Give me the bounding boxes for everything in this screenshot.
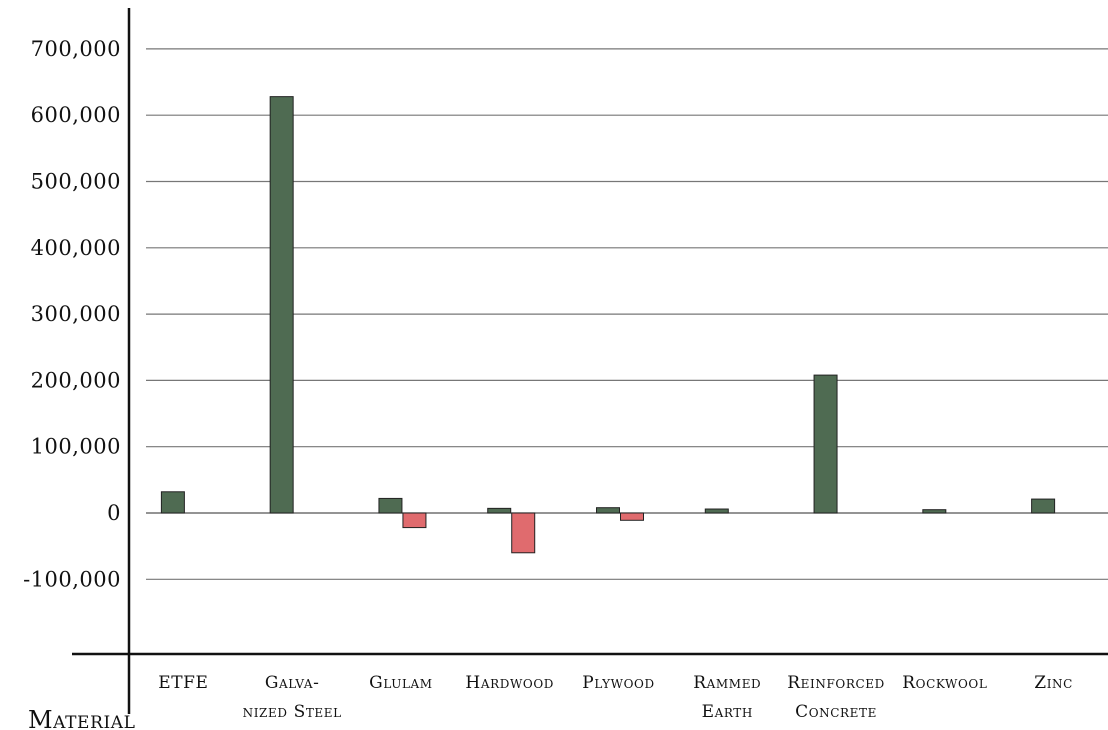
x-tick-label: nized Steel: [243, 702, 342, 722]
x-tick-label: Concrete: [795, 702, 877, 722]
x-tick-label: Hardwood: [465, 673, 554, 693]
bar: [813, 374, 838, 514]
bar: [922, 509, 947, 514]
gridlines: [146, 48, 1108, 580]
x-tick-label: Rammed: [693, 673, 761, 693]
bar: [378, 497, 403, 514]
bar: [704, 508, 729, 514]
y-tick-label: 700,000: [31, 37, 121, 61]
x-tick-label: Glulam: [369, 673, 433, 693]
x-tick-label: Zinc: [1034, 673, 1073, 693]
bar: [1031, 498, 1056, 514]
x-axis-label: Material: [28, 706, 136, 730]
y-tick-label: -100,000: [23, 567, 121, 591]
bar: [160, 491, 185, 514]
x-tick-label: Rockwool: [902, 673, 987, 693]
bar: [269, 96, 294, 514]
bar: [487, 507, 512, 514]
y-tick-label: 500,000: [31, 170, 121, 194]
bar: [402, 512, 427, 529]
bar: [511, 512, 536, 554]
y-tick-label: 400,000: [31, 236, 121, 260]
bar: [596, 507, 620, 514]
x-tick-label: ETFE: [158, 673, 208, 693]
y-tick-label: 0: [107, 501, 121, 525]
y-tick-label: 300,000: [31, 302, 121, 326]
bars: [160, 96, 1056, 554]
y-tick-label: 200,000: [31, 368, 121, 392]
x-tick-label: Reinforced: [787, 673, 885, 693]
y-tick-label: 100,000: [31, 435, 121, 459]
y-tick-label: 600,000: [31, 103, 121, 127]
x-tick-label: Plywood: [582, 673, 654, 693]
x-tick-label: Galva-: [265, 673, 320, 693]
y-axis-ticks: 700,000 600,000 500,000 400,000 300,000 200,0…: [23, 37, 121, 591]
x-axis-ticks: ETFE Galva-nized Steel Glulam Hardwood Plywo…: [158, 673, 1073, 722]
x-tick-label: Earth: [702, 702, 753, 722]
bar: [620, 512, 644, 521]
